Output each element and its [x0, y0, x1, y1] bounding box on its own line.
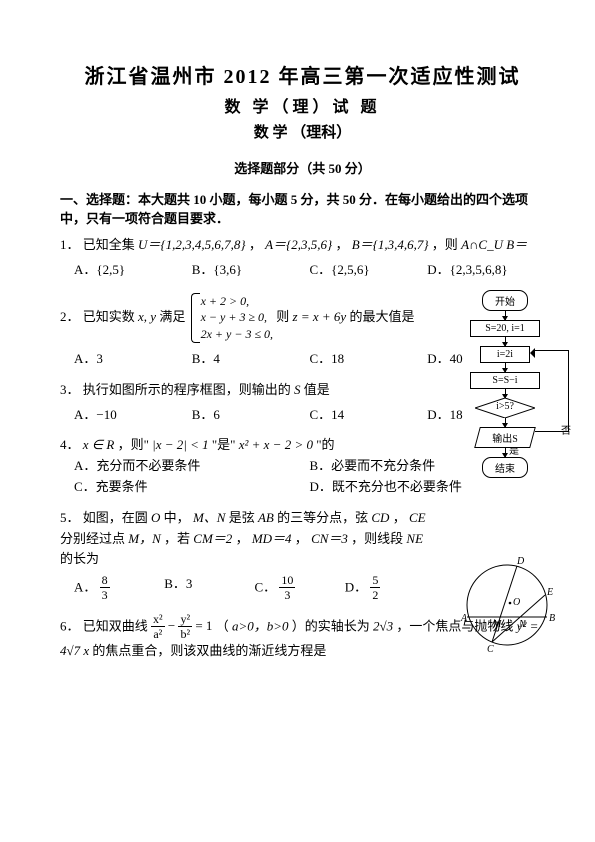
q2-opt-b: B．4: [192, 349, 310, 370]
circ-O: O: [513, 597, 520, 608]
flow-step2: S=S−i: [470, 372, 540, 389]
q2-c2: x − y + 3 ≥ 0,: [201, 309, 273, 326]
q2-z: z = x + 6y: [293, 309, 347, 324]
q3-num: 3．: [60, 382, 80, 397]
circ-E: E: [546, 587, 553, 598]
circ-B: B: [549, 613, 555, 624]
q1-opt-c: C．{2,5,6}: [310, 260, 428, 281]
q4-xr: x ∈ R: [83, 437, 115, 452]
section-heading: 选择题部分（共 50 分）: [60, 158, 545, 177]
page-title: 浙江省温州市 2012 年高三第一次适应性测试: [60, 60, 545, 89]
q1-U: U＝{1,2,3,4,5,6,7,8}: [138, 237, 246, 252]
q1-expr: A∩C_U B＝: [461, 237, 527, 252]
q1-B: B＝{1,3,4,6,7}: [352, 237, 429, 252]
q1-opt-b: B．{3,6}: [192, 260, 310, 281]
q1-text: 已知全集: [83, 237, 135, 252]
q2-num: 2．: [60, 309, 80, 324]
q5-opt-c: C． 103: [255, 574, 345, 603]
q2-opt-c: C．18: [310, 349, 428, 370]
circ-M: M: [492, 619, 502, 630]
q4-opt-d: D．既不充分也不必要条件: [310, 477, 546, 498]
section-description: 一、选择题：本大题共 10 小题，每小题 5 分，共 50 分．在每小题给出的四…: [60, 189, 545, 227]
flow-decision: i>5?: [475, 398, 535, 418]
q6-len: 2√3: [373, 618, 393, 633]
q3-S: S: [294, 382, 301, 397]
q4-num: 4．: [60, 437, 80, 452]
q4-p: |x − 2| < 1: [152, 437, 208, 452]
flowchart: 开始 S=20, i=1 i=2i S=S−i i>5? 否 是 输出S 结束: [455, 290, 555, 478]
circ-C: C: [487, 644, 494, 655]
q6-num: 6．: [60, 618, 80, 633]
q4-q: x² + x − 2 > 0: [239, 437, 313, 452]
flow-output: 输出S: [474, 427, 536, 448]
q2-c1: x + 2 > 0,: [201, 293, 273, 310]
q3-opt-a: A．−10: [74, 405, 192, 426]
q4-opt-a: A．充分而不必要条件: [74, 456, 310, 477]
q2-c3: 2x + y − 3 ≤ 0,: [201, 326, 273, 343]
q1-opt-a: A．{2,5}: [74, 260, 192, 281]
flow-end: 结束: [482, 457, 528, 478]
flow-init: S=20, i=1: [470, 320, 540, 337]
q3-opt-c: C．14: [310, 405, 428, 426]
circ-N: N: [518, 619, 527, 630]
flow-step1: i=2i: [480, 346, 530, 363]
q4-opt-c: C．充要条件: [74, 477, 310, 498]
q1-num: 1．: [60, 237, 80, 252]
q2-opt-a: A．3: [74, 349, 192, 370]
circ-D: D: [516, 556, 525, 567]
q1-A: A＝{2,3,5,6}: [265, 237, 332, 252]
flow-start: 开始: [482, 290, 528, 311]
question-1: 1． 已知全集 U＝{1,2,3,4,5,6,7,8} ， A＝{2,3,5,6…: [60, 235, 545, 281]
q5-num: 5．: [60, 510, 80, 525]
q5-opt-b: B．3: [164, 574, 254, 603]
q2-system: x + 2 > 0, x − y + 3 ≥ 0, 2x + y − 3 ≤ 0…: [189, 293, 273, 343]
page-subtitle: 数 学（理）试 题: [60, 93, 545, 117]
q1-opt-d: D．{2,3,5,6,8}: [427, 260, 545, 281]
page-subject: 数 学 （理科）: [60, 121, 545, 142]
q5-opt-d: D． 52: [345, 574, 435, 603]
circ-A: A: [460, 613, 468, 624]
q2-xy: x, y: [138, 309, 156, 324]
q5-opt-a: A． 83: [74, 574, 164, 603]
q3-opt-b: B．6: [192, 405, 310, 426]
circle-figure: A B C D E M N O: [457, 555, 557, 655]
